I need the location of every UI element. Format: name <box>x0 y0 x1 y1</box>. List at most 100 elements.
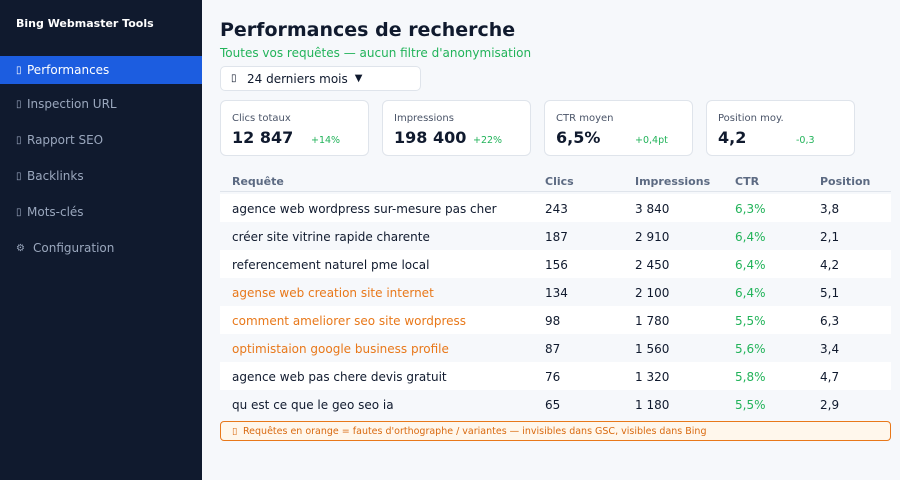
app-name: Bing Webmaster Tools <box>16 17 154 30</box>
caret-down-icon: ▼ <box>354 73 363 84</box>
table-row[interactable]: agence web wordpress sur-mesure pas cher… <box>220 194 891 222</box>
cell-impressions: 1 560 <box>635 342 670 356</box>
cell-query: créer site vitrine rapide charente <box>232 230 430 244</box>
box-glyph-icon: ▯ <box>231 73 237 84</box>
cell-ctr: 6,4% <box>735 230 766 244</box>
cell-position: 4,2 <box>820 258 840 272</box>
period-dropdown-label: 24 derniers mois <box>247 71 348 86</box>
column-header-query[interactable]: Requête <box>232 175 284 188</box>
cell-ctr: 5,8% <box>735 370 766 384</box>
box-glyph-icon: ▯ <box>16 134 22 146</box>
kpi-value: 198 400 <box>394 128 467 147</box>
cell-clicks: 187 <box>545 230 568 244</box>
table-row[interactable]: qu est ce que le geo seo ia 65 1 180 5,5% 2,… <box>220 390 891 418</box>
sidebar-item-label: Inspection URL <box>27 97 117 111</box>
table-row[interactable]: créer site vitrine rapide charente 187 2 9… <box>220 222 891 250</box>
kpi-delta: +0,4pt <box>635 135 668 146</box>
cell-clicks: 156 <box>545 258 568 272</box>
column-header-impressions[interactable]: Impressions <box>635 175 711 188</box>
box-glyph-icon: ▯ <box>16 98 22 110</box>
box-glyph-icon: ▯ <box>16 64 22 76</box>
kpi-card-clicks: Clics totaux 12 847 +14% <box>220 100 369 156</box>
gear-icon: ⚙ <box>16 242 25 254</box>
cell-impressions: 1 320 <box>635 370 670 384</box>
sidebar-item-configuration[interactable]: ⚙ Configuration <box>0 234 202 262</box>
table-row[interactable]: referencement naturel pme local 156 2 450 6… <box>220 250 891 278</box>
kpi-label: Position moy. <box>718 113 784 124</box>
sidebar-item-label: Mots-clés <box>27 205 84 219</box>
kpi-delta: +22% <box>473 135 503 146</box>
sidebar-item-backlinks[interactable]: ▯ Backlinks <box>0 162 202 190</box>
kpi-value: 4,2 <box>718 128 747 147</box>
column-header-ctr[interactable]: CTR <box>735 175 760 188</box>
cell-ctr: 5,5% <box>735 398 766 412</box>
kpi-card-ctr: CTR moyen 6,5% +0,4pt <box>544 100 693 156</box>
cell-position: 2,1 <box>820 230 840 244</box>
cell-impressions: 1 180 <box>635 398 670 412</box>
sidebar-item-label: Configuration <box>33 241 115 255</box>
sidebar-item-rapport-seo[interactable]: ▯ Rapport SEO <box>0 126 202 154</box>
cell-clicks: 243 <box>545 202 568 216</box>
cell-impressions: 1 780 <box>635 314 670 328</box>
kpi-delta: +14% <box>311 135 341 146</box>
main-content: Performances de recherche Toutes vos req… <box>202 0 900 480</box>
sidebar-item-label: Rapport SEO <box>27 133 104 147</box>
sidebar-item-performances[interactable]: ▯ Performances <box>0 56 202 84</box>
kpi-delta: -0,3 <box>796 135 815 146</box>
page-title: Performances de recherche <box>220 19 516 41</box>
column-header-clicks[interactable]: Clics <box>545 175 574 188</box>
cell-ctr: 6,4% <box>735 286 766 300</box>
kpi-value: 6,5% <box>556 128 601 147</box>
cell-query: agence web wordpress sur-mesure pas cher <box>232 202 497 216</box>
cell-query: optimistaion google business profile <box>232 342 449 356</box>
sidebar-item-label: Performances <box>27 63 110 77</box>
kpi-label: CTR moyen <box>556 113 614 124</box>
sidebar-item-inspection-url[interactable]: ▯ Inspection URL <box>0 90 202 118</box>
cell-position: 5,1 <box>820 286 840 300</box>
cell-position: 3,4 <box>820 342 840 356</box>
cell-impressions: 2 910 <box>635 230 670 244</box>
table-row[interactable]: optimistaion google business profile 87 1 … <box>220 334 891 362</box>
box-glyph-icon: ▯ <box>16 206 22 218</box>
table-row[interactable]: comment ameliorer seo site wordpress 98 1 … <box>220 306 891 334</box>
note-text: Requêtes en orange = fautes d'orthograph… <box>243 425 707 437</box>
table-row[interactable]: agense web creation site internet 134 2 10… <box>220 278 891 306</box>
cell-query: agense web creation site internet <box>232 286 434 300</box>
period-dropdown[interactable]: ▯ 24 derniers mois ▼ <box>220 66 421 91</box>
sidebar-item-label: Backlinks <box>27 169 84 183</box>
box-glyph-icon: ▯ <box>232 425 238 437</box>
cell-query: comment ameliorer seo site wordpress <box>232 314 467 328</box>
cell-clicks: 87 <box>545 342 561 356</box>
cell-query: agence web pas chere devis gratuit <box>232 370 447 384</box>
cell-clicks: 134 <box>545 286 568 300</box>
sidebar-item-mots-cles[interactable]: ▯ Mots-clés <box>0 198 202 226</box>
cell-position: 3,8 <box>820 202 840 216</box>
misspelling-note: ▯ Requêtes en orange = fautes d'orthogra… <box>220 421 891 441</box>
cell-position: 2,9 <box>820 398 840 412</box>
sidebar: Bing Webmaster Tools ▯ Performances ▯ In… <box>0 0 202 480</box>
kpi-value: 12 847 <box>232 128 294 147</box>
cell-query: qu est ce que le geo seo ia <box>232 398 394 412</box>
column-header-position[interactable]: Position <box>820 175 871 188</box>
cell-query: referencement naturel pme local <box>232 258 430 272</box>
cell-clicks: 76 <box>545 370 561 384</box>
kpi-card-position: Position moy. 4,2 -0,3 <box>706 100 855 156</box>
cell-position: 4,7 <box>820 370 840 384</box>
cell-impressions: 2 450 <box>635 258 670 272</box>
cell-ctr: 6,4% <box>735 258 766 272</box>
cell-ctr: 5,5% <box>735 314 766 328</box>
cell-clicks: 65 <box>545 398 561 412</box>
page-subtitle: Toutes vos requêtes — aucun filtre d'ano… <box>220 46 532 60</box>
box-glyph-icon: ▯ <box>16 170 22 182</box>
kpi-card-impressions: Impressions 198 400 +22% <box>382 100 531 156</box>
kpi-label: Clics totaux <box>232 113 291 124</box>
cell-position: 6,3 <box>820 314 840 328</box>
cell-impressions: 2 100 <box>635 286 670 300</box>
table-row[interactable]: agence web pas chere devis gratuit 76 1 32… <box>220 362 891 390</box>
cell-clicks: 98 <box>545 314 561 328</box>
cell-impressions: 3 840 <box>635 202 670 216</box>
cell-ctr: 6,3% <box>735 202 766 216</box>
cell-ctr: 5,6% <box>735 342 766 356</box>
kpi-label: Impressions <box>394 113 454 124</box>
table-header: Requête Clics Impressions CTR Position <box>220 170 891 192</box>
